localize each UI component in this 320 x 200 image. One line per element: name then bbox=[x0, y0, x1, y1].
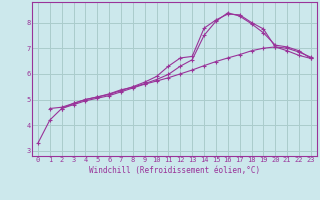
X-axis label: Windchill (Refroidissement éolien,°C): Windchill (Refroidissement éolien,°C) bbox=[89, 166, 260, 175]
